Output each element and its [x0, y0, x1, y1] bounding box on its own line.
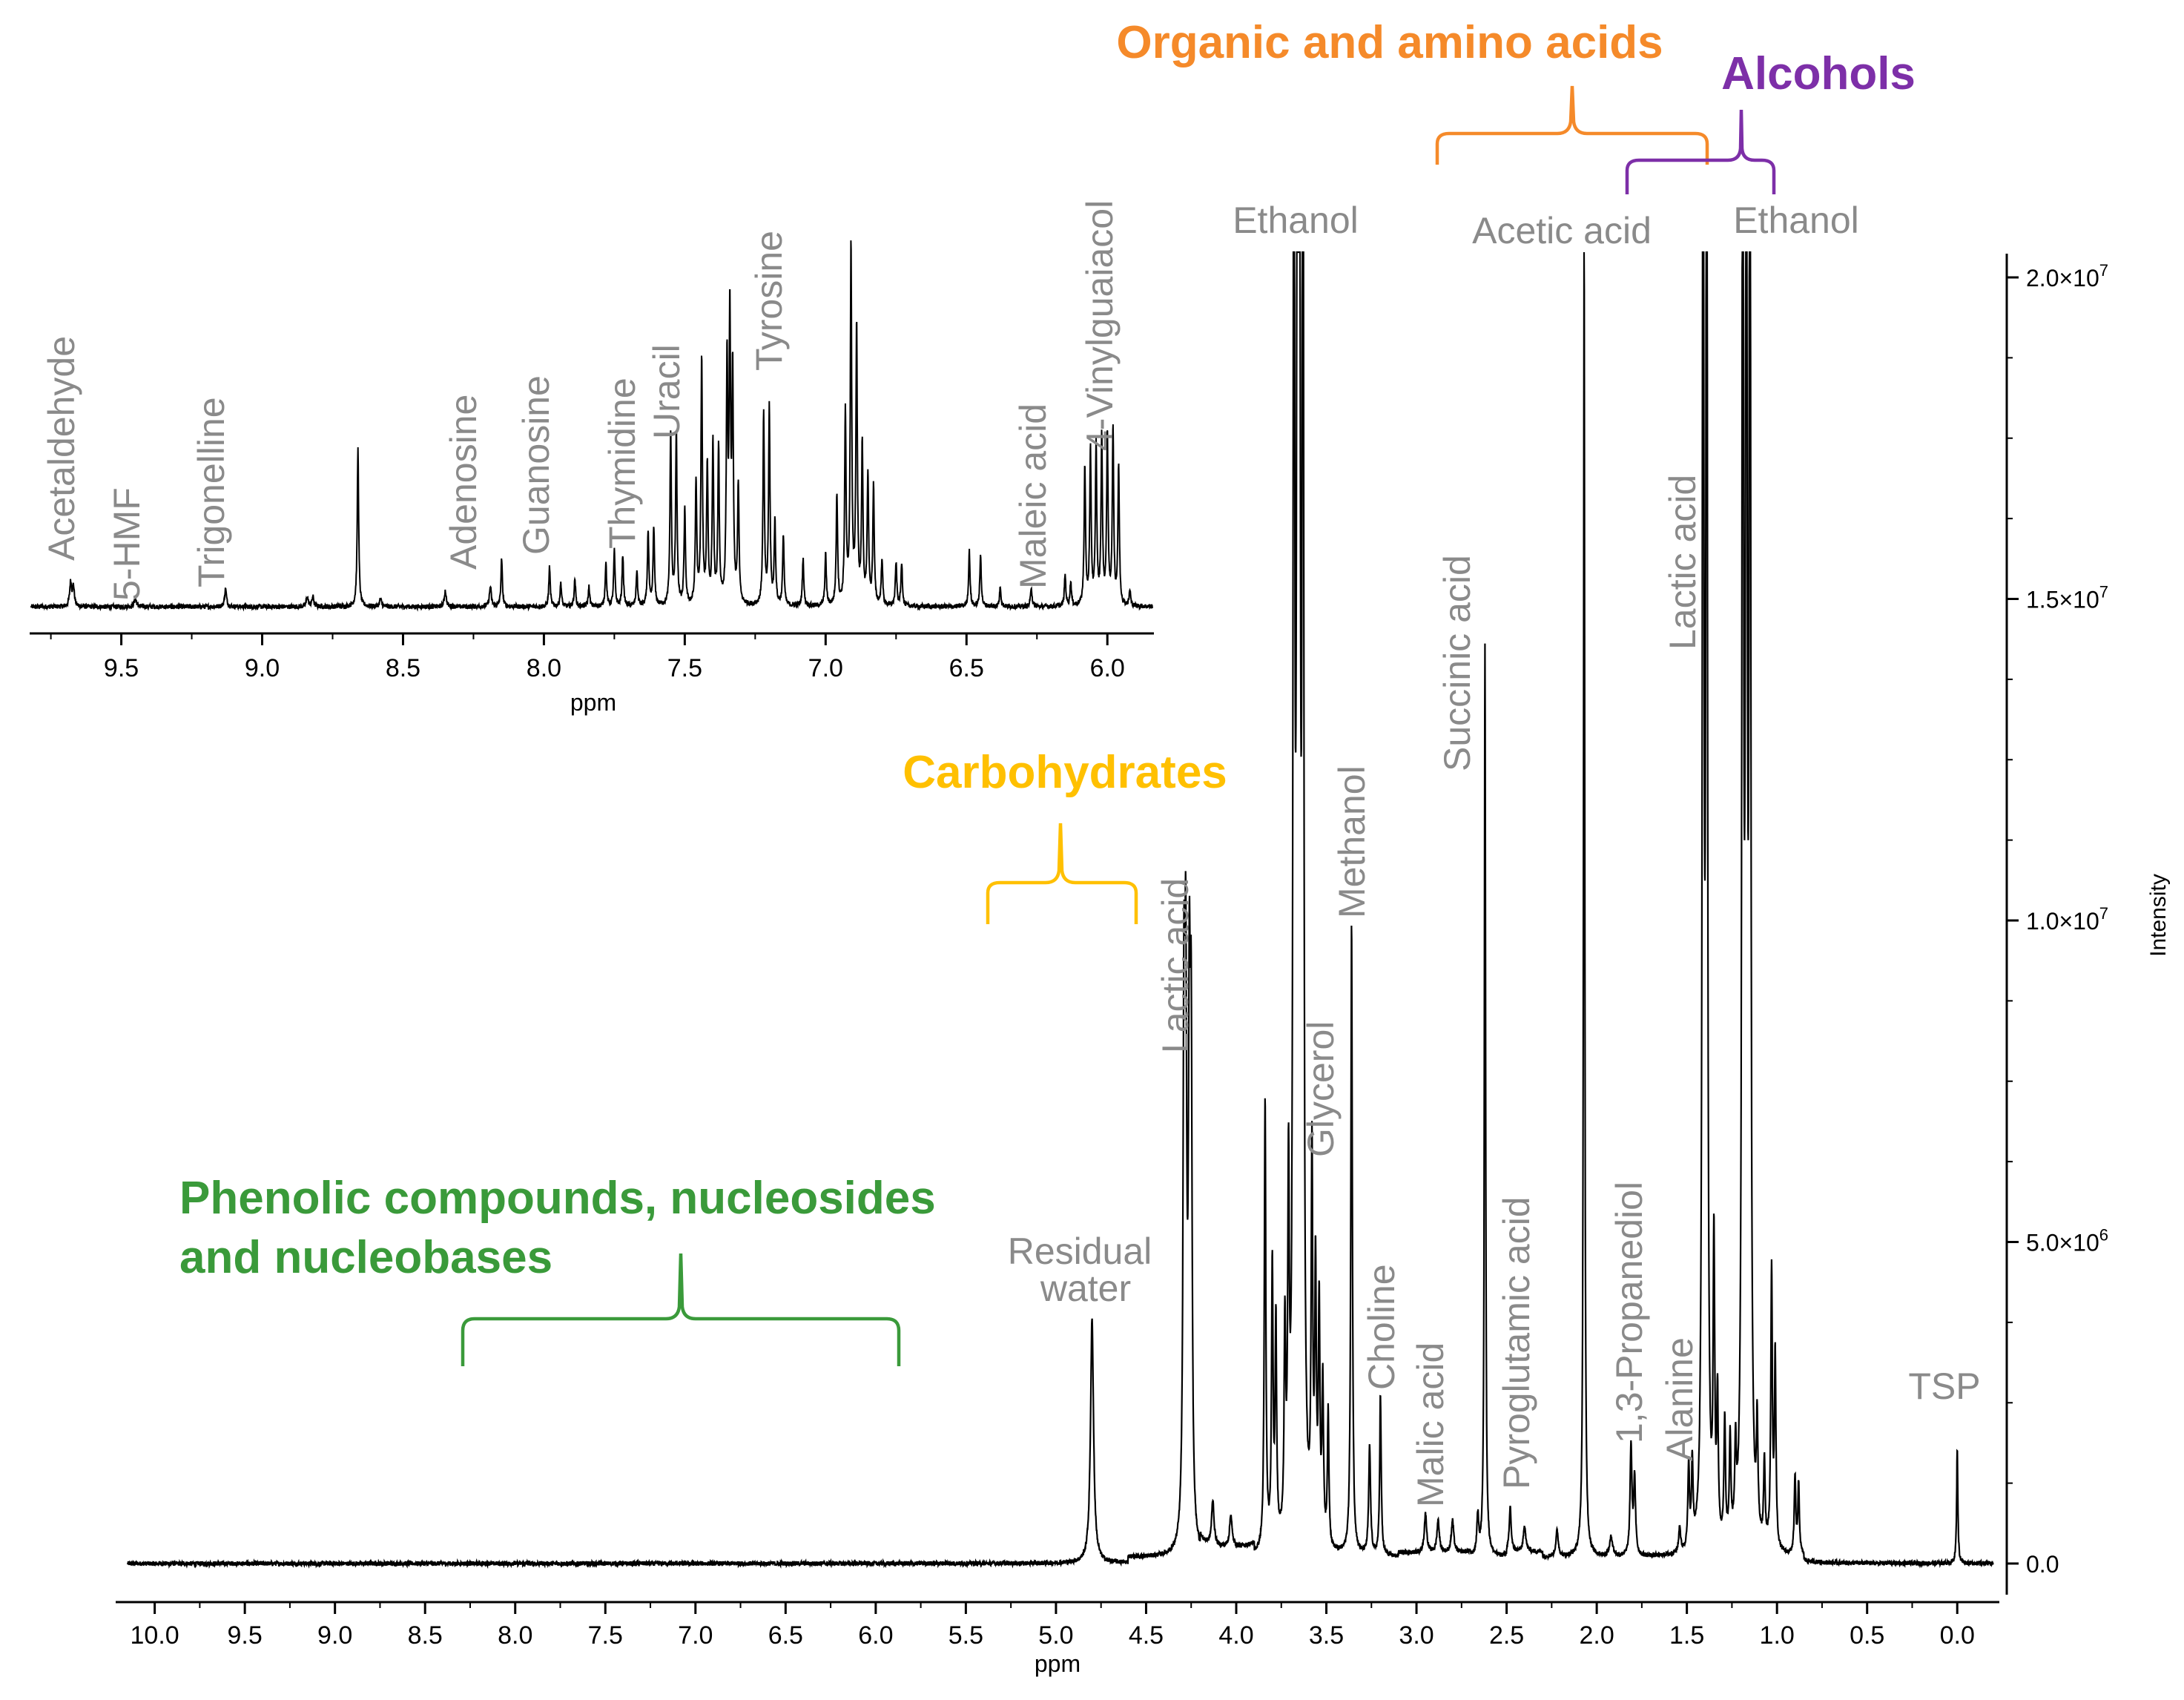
- main-y-tick-label: 1.5×107: [2026, 583, 2108, 613]
- label-5-hmf: 5-HMF: [106, 487, 148, 601]
- main-x-tick-label: 2.5: [1489, 1621, 1524, 1650]
- group-label-alcohols: Alcohols: [1721, 48, 1916, 99]
- main-y-tick-exponent: 7: [2099, 583, 2108, 602]
- bracket-organic-amino-acids: [1435, 85, 1709, 165]
- main-y-tick-label: 0.0: [2026, 1551, 2059, 1578]
- main-x-tick-label: 5.5: [949, 1621, 983, 1650]
- group-label-carbohydrates: Carbohydrates: [903, 747, 1227, 798]
- bracket-carbohydrates: [986, 823, 1138, 924]
- main-spectrum-trace: [127, 251, 1994, 1569]
- label-adenosine: Adenosine: [443, 395, 484, 570]
- label-choline: Choline: [1361, 1264, 1402, 1390]
- label-lactic-acid-1: Lactic acid: [1662, 475, 1703, 650]
- inset-x-tick-label: 9.0: [245, 654, 280, 682]
- label-tyrosine: Tyrosine: [748, 231, 790, 371]
- main-x-tick-label: 0.5: [1850, 1621, 1884, 1650]
- main-x-tick-label: 3.5: [1309, 1621, 1344, 1650]
- main-x-tick-label: 1.0: [1760, 1621, 1795, 1650]
- label-lactic-acid-2: Lactic acid: [1155, 878, 1196, 1053]
- group-organic-amino-acids: Organic and amino acids: [1116, 17, 1709, 165]
- main-x-tick-label: 7.5: [588, 1621, 623, 1650]
- main-x-axis-label: ppm: [1035, 1650, 1081, 1677]
- inset-x-ticks: 9.5 9.0 8.5 8.0 7.5 7.0 6.5 6.0: [50, 633, 1125, 682]
- label-thymidine: Thymidine: [601, 378, 643, 549]
- main-x-ticks: 10.0 9.5 9.0 8.5 8.0 7.5 7.0 6.5 6.0 5.5 5.0 4.5 4.0…: [131, 1602, 1975, 1650]
- label-residual-water-line1: Residual: [1008, 1230, 1152, 1272]
- inset-spectrum-chart: 9.5 9.0 8.5 8.0 7.5 7.0 6.5 6.0 ppm: [30, 240, 1154, 716]
- main-x-tick-label: 2.0: [1579, 1621, 1614, 1650]
- main-y-axis-label: Intensity: [2146, 874, 2171, 957]
- bracket-phenolic: [461, 1253, 901, 1366]
- label-uracil: Uracil: [646, 344, 687, 439]
- inset-x-tick-label: 6.5: [949, 654, 984, 682]
- main-x-tick-label: 8.5: [408, 1621, 443, 1650]
- label-4-vinylguaiacol: 4-Vinylguaiacol: [1079, 200, 1121, 451]
- main-x-tick-label: 4.5: [1129, 1621, 1164, 1650]
- label-maleic-acid: Maleic acid: [1012, 403, 1054, 589]
- inset-spectrum-trace: [30, 240, 1153, 612]
- label-succinic-acid: Succinic acid: [1436, 555, 1478, 771]
- label-malic-acid: Malic acid: [1410, 1342, 1451, 1507]
- label-alanine: Alanine: [1659, 1337, 1700, 1461]
- main-x-tick-label: 1.5: [1669, 1621, 1704, 1650]
- label-ethanol-2: Ethanol: [1733, 200, 1859, 241]
- main-x-tick-label: 6.0: [858, 1621, 893, 1650]
- main-spectrum-chart: 10.0 9.5 9.0 8.5 8.0 7.5 7.0 6.5 6.0 5.5 5.0 4.5 4.0…: [116, 251, 2171, 1677]
- inset-x-tick-label: 8.5: [386, 654, 420, 682]
- main-annotations: Ethanol Acetic acid Ethanol Succinic aci…: [1008, 200, 1981, 1507]
- main-y-ticks: 0.0 5.0×106 1.0×107 1.5×107 2.0×107: [2007, 261, 2108, 1578]
- main-y-tick-label: 5.0×106: [2026, 1226, 2108, 1256]
- label-glycerol: Glycerol: [1300, 1021, 1342, 1157]
- main-x-tick-label: 6.5: [768, 1621, 803, 1650]
- main-x-tick-label: 8.0: [498, 1621, 532, 1650]
- label-propanediol: 1,3-Propanediol: [1609, 1182, 1650, 1443]
- inset-x-axis-label: ppm: [570, 689, 616, 716]
- main-x-tick-label: 0.0: [1940, 1621, 1975, 1650]
- main-x-tick-label: 3.0: [1399, 1621, 1434, 1650]
- inset-x-tick-label: 7.5: [667, 654, 702, 682]
- main-y-tick-exponent: 6: [2099, 1226, 2108, 1245]
- label-pyroglutamic-acid: Pyroglutamic acid: [1496, 1196, 1537, 1489]
- main-x-tick-label: 4.0: [1218, 1621, 1253, 1650]
- main-x-tick-label: 9.0: [317, 1621, 352, 1650]
- main-x-tick-label: 10.0: [131, 1621, 179, 1650]
- group-label-phenolic-line2: and nucleobases: [179, 1232, 552, 1283]
- inset-x-tick-label: 7.0: [808, 654, 843, 682]
- bracket-alcohols: [1625, 109, 1776, 194]
- inset-x-tick-label: 8.0: [527, 654, 561, 682]
- label-methanol: Methanol: [1331, 765, 1373, 918]
- label-trigonelline: Trigonelline: [191, 397, 232, 587]
- main-x-tick-label: 9.5: [228, 1621, 263, 1650]
- inset-x-tick-label: 6.0: [1090, 654, 1125, 682]
- group-label-phenolic-line1: Phenolic compounds, nucleosides: [179, 1173, 936, 1224]
- group-label-organic-amino-acids: Organic and amino acids: [1116, 17, 1663, 68]
- main-y-tick-label: 1.0×107: [2026, 904, 2108, 935]
- label-ethanol-1: Ethanol: [1233, 200, 1359, 241]
- label-guanosine: Guanosine: [515, 375, 557, 555]
- main-y-tick-label: 2.0×107: [2026, 261, 2108, 291]
- main-y-tick-exponent: 7: [2099, 904, 2108, 923]
- main-y-tick-exponent: 7: [2099, 261, 2108, 280]
- group-alcohols: Alcohols: [1625, 48, 1916, 194]
- label-residual-water-line2: water: [1040, 1268, 1131, 1309]
- inset-x-tick-label: 9.5: [104, 654, 139, 682]
- main-x-tick-label: 7.0: [678, 1621, 713, 1650]
- group-carbohydrates: Carbohydrates: [903, 747, 1227, 924]
- label-acetic-acid: Acetic acid: [1472, 210, 1652, 251]
- main-x-tick-label: 5.0: [1038, 1621, 1073, 1650]
- inset-annotations: Acetaldehyde 5-HMF Trigonelline Adenosin…: [41, 200, 1121, 601]
- label-acetaldehyde: Acetaldehyde: [41, 336, 82, 561]
- label-tsp: TSP: [1908, 1365, 1980, 1407]
- group-phenolic: Phenolic compounds, nucleosides and nucl…: [179, 1173, 936, 1366]
